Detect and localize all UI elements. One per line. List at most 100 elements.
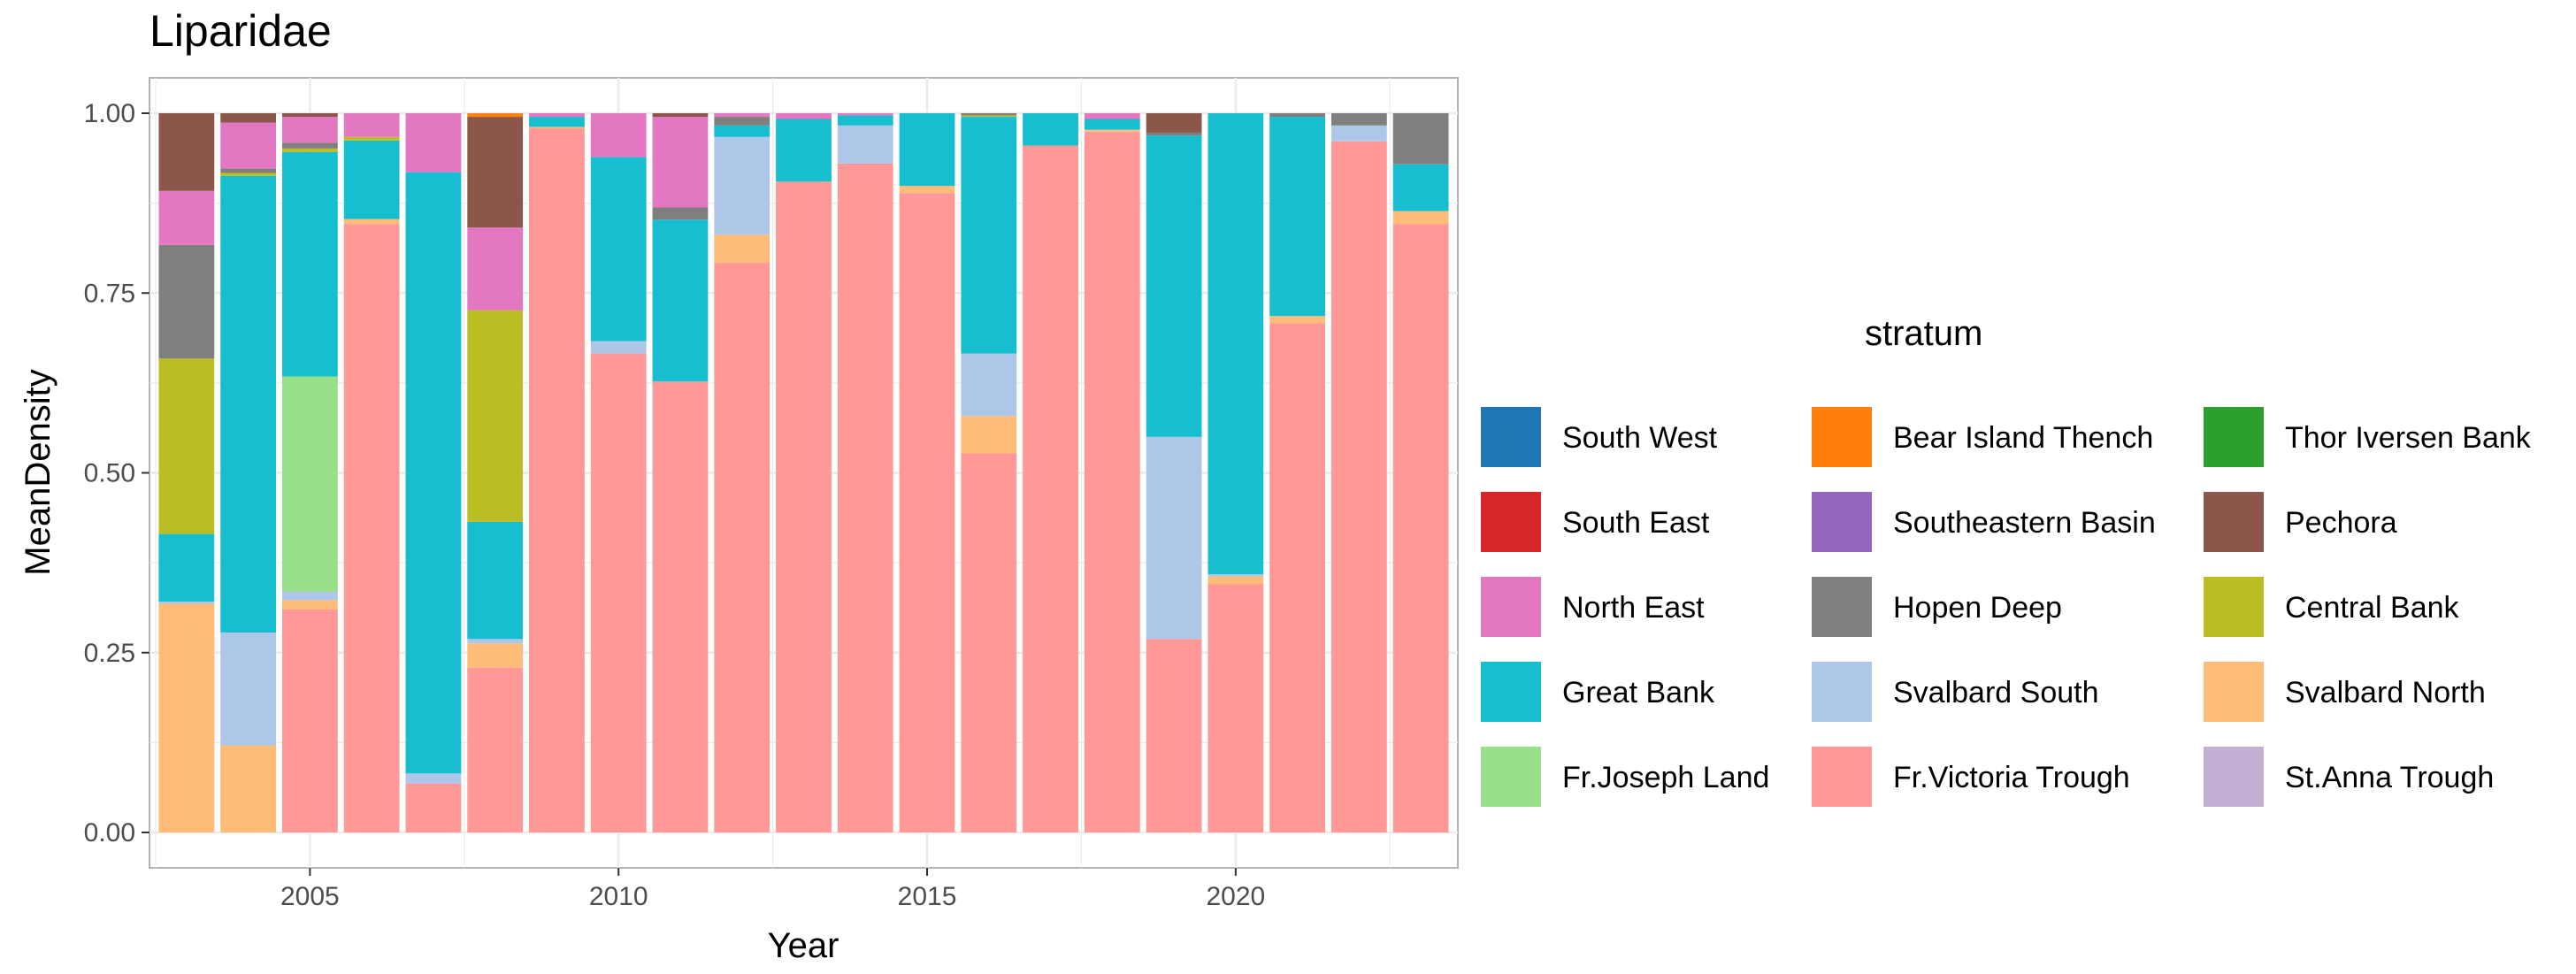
legend-item: Svalbard North <box>2204 662 2486 722</box>
legend-key <box>1481 747 1541 807</box>
legend-label: Fr.Victoria Trough <box>1893 761 2130 794</box>
bar-segment <box>343 136 400 141</box>
bar-segment <box>220 122 277 169</box>
bar-segment <box>467 113 524 118</box>
bar-segment <box>652 381 709 832</box>
legend-item: South West <box>1481 407 1718 467</box>
bar-segment <box>220 113 277 123</box>
legend-label: Southeastern Basin <box>1893 506 2156 540</box>
legend-key <box>2204 492 2264 552</box>
legend-item: Great Bank <box>1481 662 1715 722</box>
legend-key <box>2204 662 2264 722</box>
bar-segment <box>1023 145 1078 832</box>
legend-label: South West <box>1562 421 1718 455</box>
legend-key <box>2204 747 2264 807</box>
bar-segment <box>1146 436 1202 640</box>
bar-segment <box>281 148 338 152</box>
bar-segment <box>1392 224 1449 832</box>
bar-segment <box>1146 639 1202 832</box>
bar-segment <box>961 353 1017 417</box>
bar-segment <box>590 341 647 354</box>
legend-key <box>2204 577 2264 637</box>
bar-segment <box>529 117 585 127</box>
bar-segment <box>158 244 215 359</box>
bar-segment <box>1146 132 1202 136</box>
bar-segment <box>158 113 215 191</box>
bar-segment <box>158 358 215 534</box>
bar-segment <box>837 115 893 126</box>
bar-segment <box>1146 113 1202 133</box>
bar-segment <box>281 142 338 149</box>
legend-item: Pechora <box>2204 492 2397 552</box>
bar-segment <box>714 234 770 264</box>
bars <box>158 113 1449 833</box>
bar-segment <box>281 591 338 601</box>
x-axis-title: Year <box>768 926 840 965</box>
legend-item: Bear Island Thench <box>1812 407 2153 467</box>
bar-segment <box>1208 113 1264 575</box>
bar-segment <box>899 186 955 194</box>
legend-item: Hopen Deep <box>1812 577 2062 637</box>
bar-segment <box>158 533 215 602</box>
legend-key <box>1481 407 1541 467</box>
bar-segment <box>467 521 524 640</box>
bar-segment <box>467 639 524 644</box>
legend-key <box>1812 492 1872 552</box>
bar-segment <box>1269 113 1326 118</box>
y-tick-label: 1.00 <box>84 99 135 128</box>
bar-segment <box>837 125 893 164</box>
bar-segment <box>590 353 647 832</box>
bar-segment <box>467 117 524 228</box>
bar-segment <box>1392 113 1449 165</box>
legend-key <box>1481 577 1541 637</box>
y-axis-title: MeanDensity <box>19 369 58 575</box>
legend-label: South East <box>1562 506 1710 540</box>
bar-segment <box>281 600 338 610</box>
bar-segment <box>899 193 955 833</box>
bar-segment <box>714 136 770 235</box>
bar-segment <box>343 219 400 225</box>
y-tick-label: 0.00 <box>84 818 135 847</box>
bar-segment <box>961 115 1017 118</box>
bar-segment <box>467 227 524 311</box>
legend-item: Fr.Victoria Trough <box>1812 747 2130 807</box>
legend-label: Pechora <box>2285 506 2397 540</box>
bar-segment <box>467 643 524 668</box>
bar-segment <box>1208 574 1264 577</box>
x-tick-label: 2020 <box>1206 882 1265 911</box>
bar-segment <box>467 667 524 832</box>
x-tick-label: 2005 <box>280 882 340 911</box>
bar-segment <box>220 175 277 633</box>
bar-segment <box>1330 113 1387 126</box>
bar-segment <box>1084 113 1140 119</box>
legend-label: Great Bank <box>1562 676 1715 709</box>
legend-item: Central Bank <box>2204 577 2460 637</box>
bar-segment <box>652 117 709 208</box>
bar-segment <box>1208 576 1264 585</box>
legend-label: St.Anna Trough <box>2285 761 2494 794</box>
legend-key <box>1812 747 1872 807</box>
legend-item: Fr.Joseph Land <box>1481 747 1769 807</box>
y-axis-ticks: 0.00 0.25 0.50 0.75 1.00 <box>84 99 150 847</box>
bar-segment <box>1269 323 1326 832</box>
bar-segment <box>1084 132 1140 832</box>
legend-label: Svalbard North <box>2285 676 2486 709</box>
bar-segment <box>776 119 832 182</box>
x-tick-label: 2010 <box>589 882 648 911</box>
bar-segment <box>1330 141 1387 832</box>
bar-segment <box>529 113 585 118</box>
bar-segment <box>405 773 462 784</box>
y-tick-label: 0.75 <box>84 279 135 308</box>
bar-segment <box>1330 125 1387 142</box>
bar-segment <box>714 113 770 118</box>
legend-item: North East <box>1481 577 1705 637</box>
bar-segment <box>652 219 709 382</box>
bar-segment <box>405 113 462 173</box>
bar-segment <box>158 602 215 604</box>
bar-segment <box>1023 113 1078 146</box>
bar-segment <box>220 632 277 746</box>
bar-segment <box>714 117 770 126</box>
legend-item: Thor Iversen Bank <box>2204 407 2532 467</box>
bar-segment <box>281 117 338 143</box>
